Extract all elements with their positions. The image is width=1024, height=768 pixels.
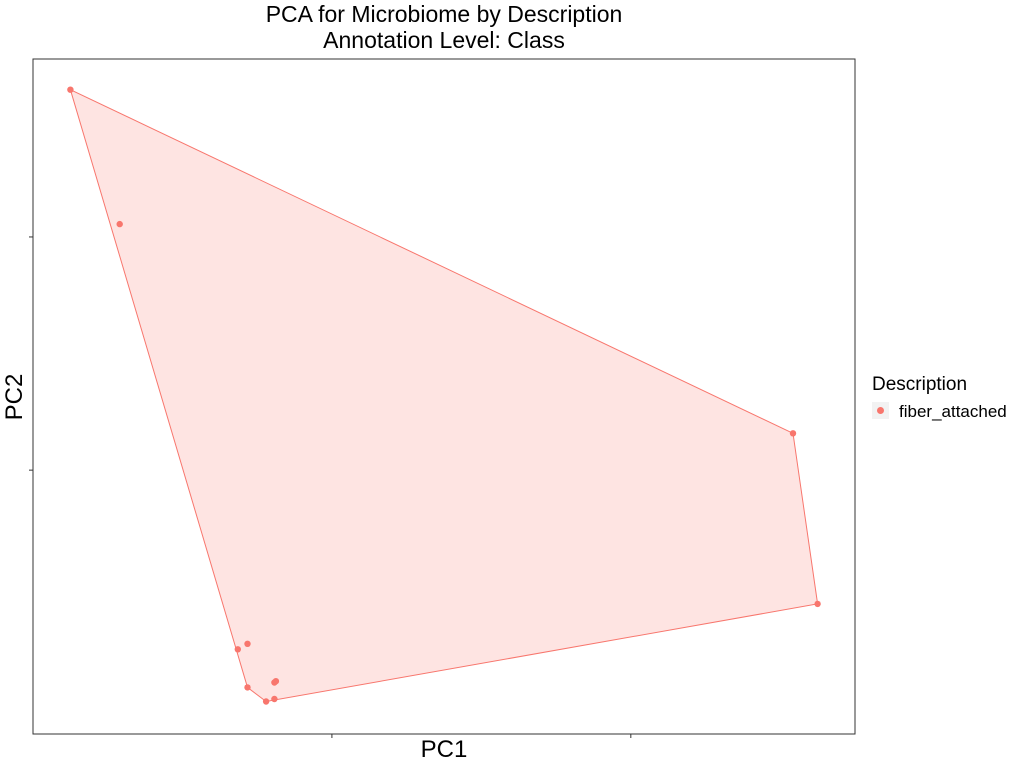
legend-key-dot bbox=[877, 407, 884, 414]
data-point bbox=[262, 698, 270, 705]
hull-fiber_attached bbox=[69, 88, 819, 703]
chart-title: PCA for Microbiome by Description bbox=[266, 1, 623, 27]
y-axis-label: PC2 bbox=[1, 374, 28, 421]
data-point bbox=[67, 86, 74, 93]
data-point bbox=[244, 640, 251, 647]
chart-subtitle: Annotation Level: Class bbox=[323, 27, 565, 53]
data-point bbox=[116, 220, 123, 228]
data-point bbox=[244, 684, 251, 691]
hull-layer bbox=[69, 88, 819, 703]
data-point bbox=[272, 678, 280, 685]
data-point bbox=[271, 695, 278, 703]
points-layer bbox=[67, 86, 821, 705]
x-axis-label: PC1 bbox=[421, 736, 468, 763]
data-point bbox=[789, 430, 797, 437]
legend: Description fiber_attached bbox=[872, 374, 1007, 421]
legend-title: Description bbox=[872, 374, 967, 395]
data-point bbox=[814, 600, 821, 608]
data-point bbox=[234, 646, 241, 653]
legend-label-fiber-attached: fiber_attached bbox=[899, 402, 1007, 421]
axis-ticks bbox=[29, 236, 632, 738]
